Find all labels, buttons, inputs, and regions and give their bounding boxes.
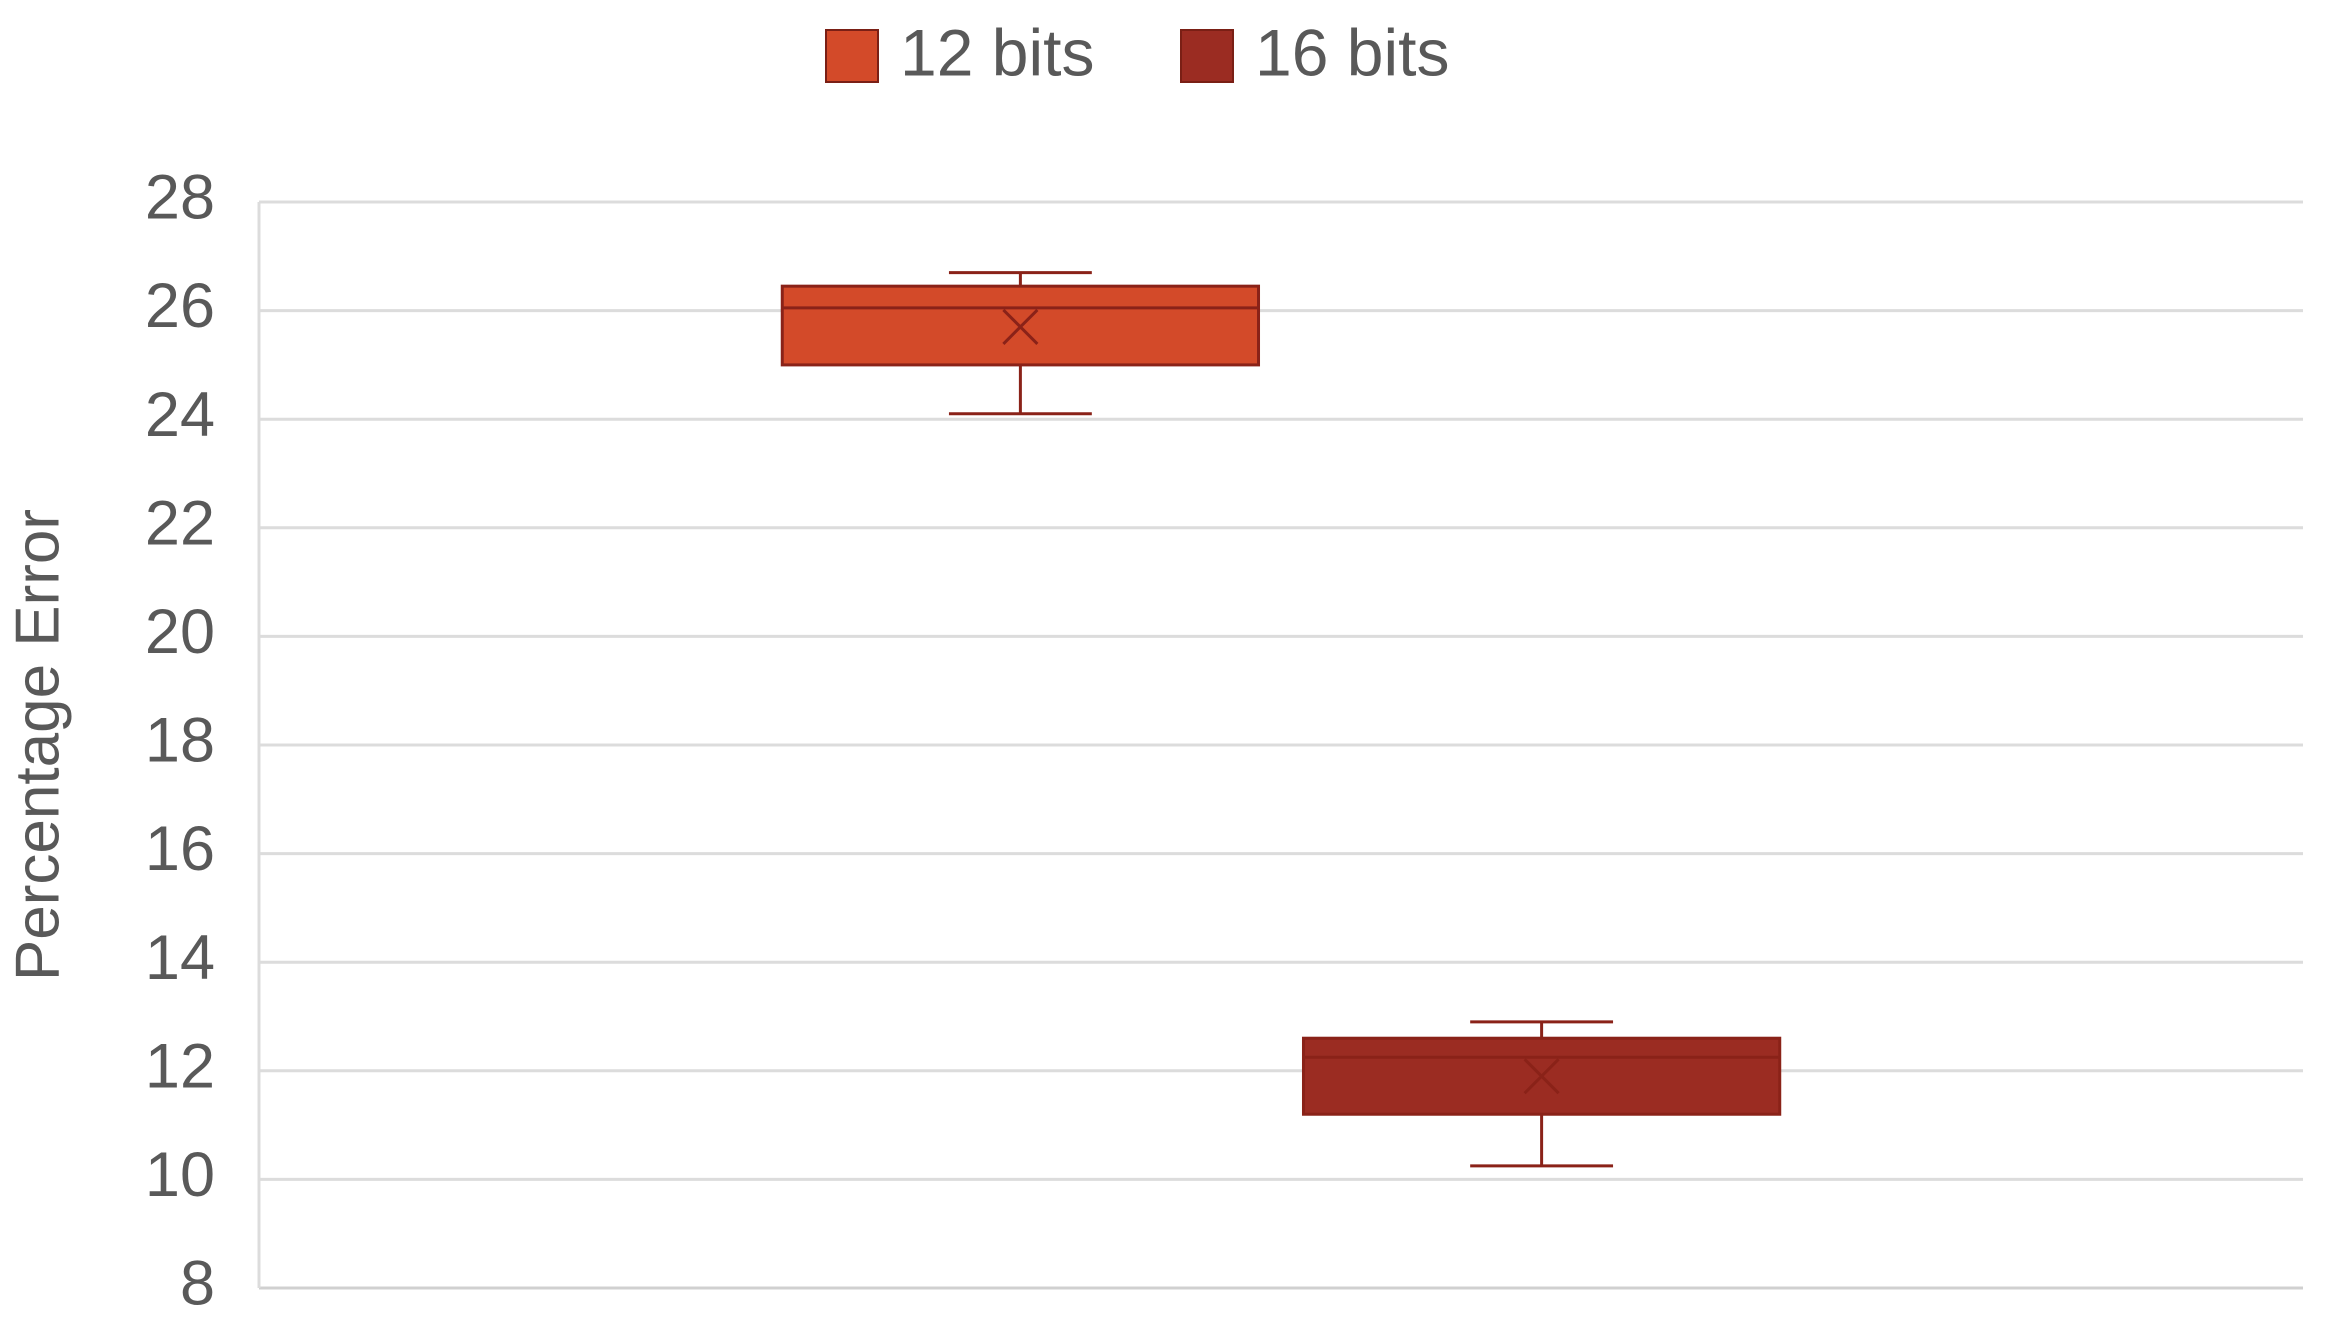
y-tick-label: 18 [145,706,215,776]
y-tick-label: 10 [145,1140,215,1210]
legend-label: 16 bits [1255,15,1449,89]
y-tick-label: 28 [145,163,215,233]
y-tick-label: 20 [145,597,215,667]
y-tick-label: 16 [145,814,215,884]
mean-marker [1523,1058,1560,1095]
legend-swatch [1180,29,1234,83]
y-axis-label: Percentage Error [3,509,72,981]
y-tick-label: 24 [145,380,215,450]
y-tick-label: 12 [145,1031,215,1101]
legend-swatch [825,29,879,83]
y-tick-label: 14 [145,923,215,993]
mean-marker [1002,308,1039,345]
y-tick-label: 22 [145,488,215,558]
y-tick-label: 26 [145,271,215,341]
legend-label: 12 bits [900,15,1094,89]
y-tick-label: 8 [180,1249,215,1319]
